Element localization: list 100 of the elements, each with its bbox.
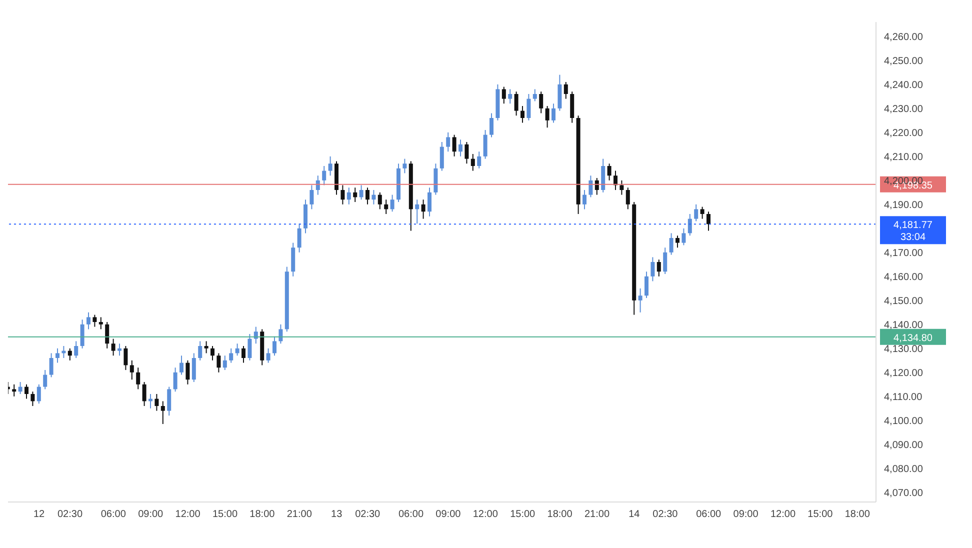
candlestick — [663, 247, 668, 274]
candlestick — [98, 316, 103, 330]
candlestick — [74, 340, 78, 358]
x-tick-label: 13 — [331, 509, 343, 520]
candlestick — [626, 187, 630, 210]
x-tick-label: 06:00 — [100, 509, 126, 520]
candlestick — [694, 204, 698, 222]
x-tick-label: 06:00 — [696, 509, 722, 520]
candlestick — [514, 91, 518, 116]
candlestick — [136, 367, 140, 390]
candlestick — [366, 187, 370, 205]
x-tick-label: 09:00 — [733, 509, 759, 520]
text: 33:04 — [900, 232, 926, 244]
candlestick — [297, 223, 302, 253]
candlestick — [43, 370, 48, 390]
candlestick — [222, 355, 227, 370]
y-tick-label: 4,120.00 — [884, 368, 924, 379]
candlestick — [278, 324, 283, 344]
candlestick — [272, 336, 276, 356]
x-tick-label: 12 — [33, 509, 45, 520]
candlestick — [582, 190, 586, 210]
candlestick — [682, 228, 686, 246]
y-tick-label: 4,170.00 — [884, 248, 924, 259]
candlestick — [12, 384, 16, 397]
x-tick-label: 09:00 — [138, 509, 164, 520]
candlestick — [669, 232, 674, 256]
candlestick — [440, 142, 444, 172]
candlestick — [328, 156, 332, 176]
candlestick — [470, 154, 475, 172]
candlestick — [552, 103, 556, 124]
candlestick — [186, 360, 190, 385]
y-tick-label: 4,090.00 — [884, 440, 924, 451]
candlestick — [173, 367, 178, 392]
candlestick — [452, 134, 456, 157]
x-tick-label: 12:00 — [770, 509, 796, 520]
candlestick — [601, 158, 606, 193]
candlestick — [340, 184, 345, 205]
ref-line-label: 4,181.77 — [894, 220, 933, 232]
candlestick — [570, 91, 574, 124]
candlestick — [502, 86, 506, 104]
candlestick — [532, 88, 537, 102]
x-tick-label: 15:00 — [510, 509, 536, 520]
x-tick-label: 15:00 — [808, 509, 834, 520]
candlestick — [477, 151, 482, 169]
candlestick — [378, 192, 382, 210]
candlestick — [706, 211, 710, 232]
x-tick-label: 02:30 — [652, 509, 678, 520]
y-tick-label: 4,150.00 — [884, 296, 924, 307]
candlestick — [254, 326, 258, 344]
ref-line-label: 4,134.80 — [894, 332, 933, 344]
y-tick-label: 4,140.00 — [884, 320, 924, 331]
x-tick-label: 06:00 — [398, 509, 424, 520]
x-tick-label: 18:00 — [250, 509, 276, 520]
candlestick — [322, 166, 326, 186]
candlestick — [266, 348, 270, 364]
candlestick — [656, 259, 661, 277]
candlestick — [620, 180, 624, 196]
y-tick-label: 4,190.00 — [884, 200, 924, 211]
candlestick — [464, 142, 469, 164]
candlestick — [638, 288, 642, 313]
x-tick-label: 15:00 — [212, 509, 238, 520]
candlestick — [390, 194, 394, 212]
candlestick — [346, 187, 351, 205]
candlestick — [130, 360, 134, 380]
candlestick — [676, 235, 680, 248]
candlestick — [310, 184, 314, 210]
candlestick — [210, 346, 214, 361]
y-tick-label: 4,250.00 — [884, 56, 924, 67]
x-tick-label: 09:00 — [436, 509, 462, 520]
candlestick — [539, 91, 544, 114]
candlestick — [415, 199, 420, 224]
candlestick — [372, 190, 376, 205]
y-tick-label: 4,220.00 — [884, 128, 924, 139]
candlestick — [105, 322, 110, 349]
x-tick-label: 18:00 — [844, 509, 870, 520]
y-tick-label: 4,130.00 — [884, 344, 924, 355]
candlestick — [650, 256, 655, 282]
candlestick — [520, 106, 524, 124]
x-tick-label: 02:30 — [355, 509, 381, 520]
y-tick-label: 4,230.00 — [884, 104, 924, 115]
candlestick — [30, 391, 35, 406]
candlestick — [167, 386, 172, 416]
candlestick — [142, 382, 146, 406]
candlestick — [588, 175, 593, 198]
candlestick — [80, 319, 84, 349]
candlestick — [458, 139, 462, 157]
y-tick-label: 4,100.00 — [884, 416, 924, 427]
x-tick-label: 02:30 — [57, 509, 83, 520]
candlestick — [36, 384, 41, 404]
y-tick-label: 4,260.00 — [884, 32, 924, 43]
y-tick-label: 4,240.00 — [884, 80, 924, 91]
x-tick-label: 14 — [628, 509, 640, 520]
candlestick — [118, 343, 122, 356]
candlestick — [160, 400, 165, 424]
y-tick-label: 4,080.00 — [884, 464, 924, 475]
y-tick-label: 4,070.00 — [884, 488, 924, 499]
candlestick — [359, 184, 364, 200]
candlestick — [508, 88, 512, 104]
candlestick — [428, 187, 432, 217]
candlestick — [402, 158, 407, 174]
